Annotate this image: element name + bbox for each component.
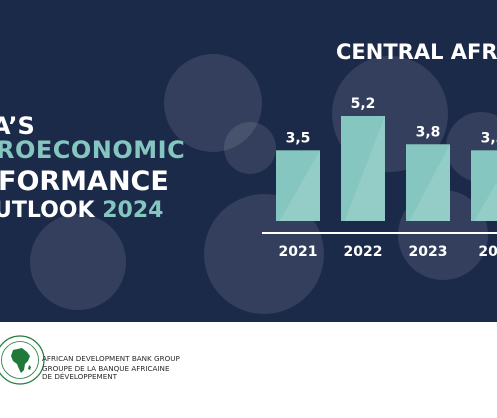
- decorative-circle: [30, 214, 126, 310]
- bar: [276, 150, 320, 221]
- x-tick-label: 2023: [409, 244, 448, 260]
- chart-title: CENTRAL AFRI: [336, 40, 497, 64]
- x-tick-label: 2022: [344, 244, 383, 260]
- bar: [406, 144, 450, 221]
- data-label: 3,8: [416, 124, 441, 140]
- bar: [341, 116, 385, 221]
- bar-highlight: [474, 181, 497, 221]
- title-year: 2024: [102, 198, 164, 223]
- bar-chart: 3,5 2021 5,2 2022 3,8 2023 3,5 202: [262, 96, 497, 260]
- title-line-4-text: UTLOOK: [0, 198, 103, 223]
- data-label: 3,5: [481, 130, 497, 146]
- data-label: 5,2: [351, 96, 376, 112]
- bar-highlight: [344, 116, 385, 221]
- org-name-fr-line-1: GROUPE DE LA BANQUE AFRICAINE: [42, 364, 170, 373]
- afdb-logo-icon: [0, 335, 45, 385]
- title-line-1: A’S: [0, 112, 35, 140]
- decorative-circle: [224, 122, 276, 174]
- title-line-2: ROECONOMIC: [0, 136, 186, 164]
- data-label: 3,5: [286, 130, 311, 146]
- org-name-en: AFRICAN DEVELOPMENT BANK GROUP: [42, 354, 180, 363]
- bar-highlight: [409, 144, 450, 221]
- decorative-circle: [164, 54, 262, 152]
- title-line-3: FORMANCE: [0, 166, 169, 197]
- x-tick-label: 2021: [279, 244, 318, 260]
- bar: [471, 150, 497, 221]
- x-tick-label: 202: [478, 244, 497, 260]
- org-name-fr-line-2: DE DÉVELOPPEMENT: [42, 372, 118, 381]
- footer: [0, 322, 497, 418]
- bar-highlight: [279, 150, 320, 221]
- title-line-4: UTLOOK 2024: [0, 198, 163, 223]
